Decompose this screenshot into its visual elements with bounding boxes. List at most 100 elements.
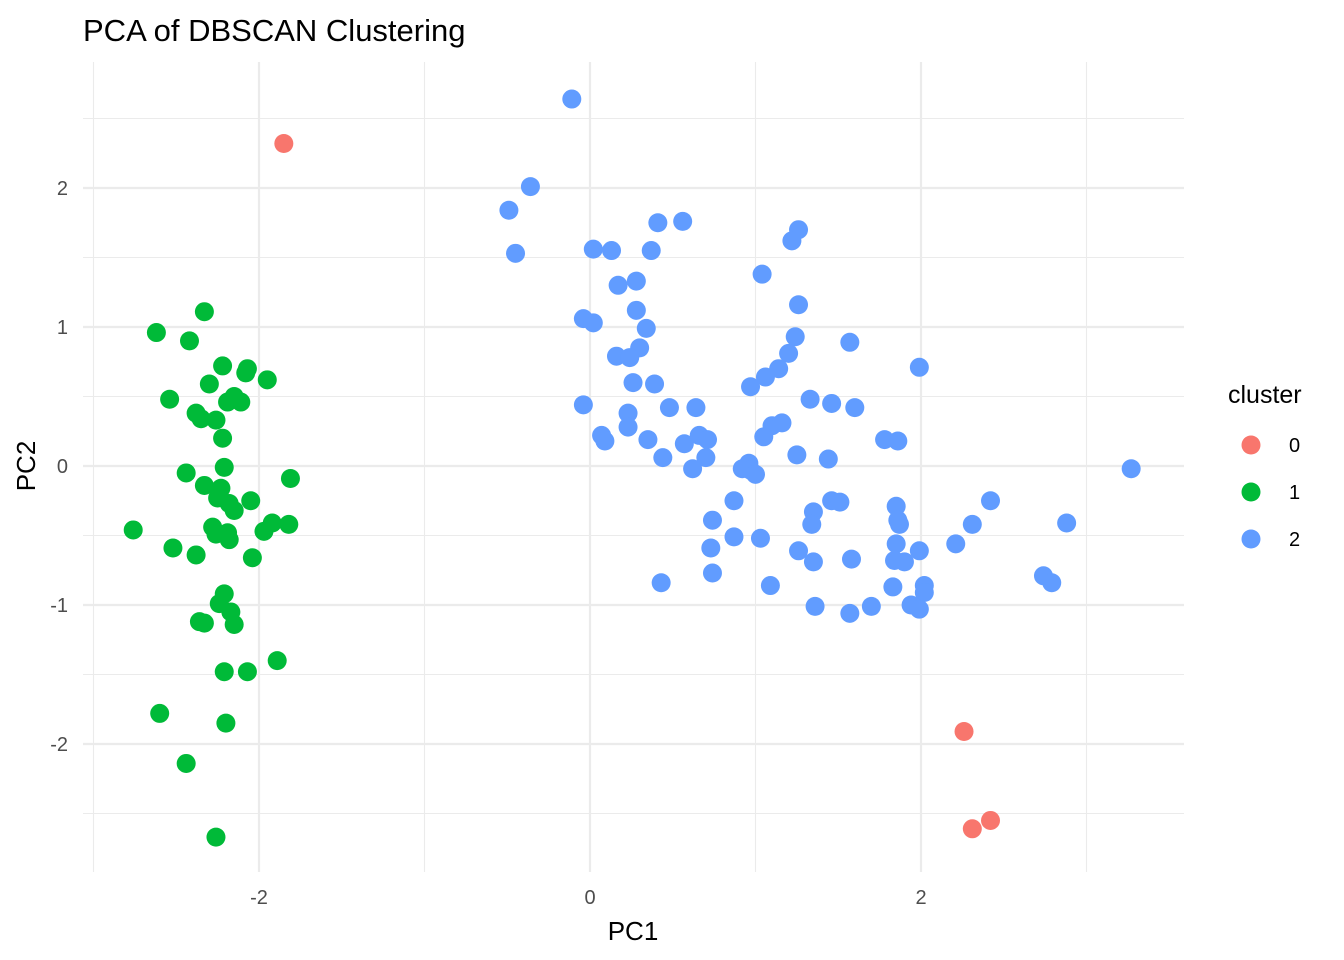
data-point: [981, 491, 1001, 511]
data-point: [909, 357, 929, 377]
data-point: [262, 513, 282, 533]
data-point: [506, 243, 526, 263]
legend-label: 0: [1289, 435, 1300, 457]
y-tick-label: 1: [57, 317, 68, 339]
data-point: [231, 392, 251, 412]
legend-key: [1241, 435, 1261, 455]
data-point: [274, 134, 294, 154]
data-point: [146, 323, 166, 343]
data-point: [789, 541, 809, 561]
data-point: [1042, 573, 1062, 593]
legend-title: cluster: [1228, 381, 1302, 409]
data-point: [894, 552, 914, 572]
data-point: [224, 500, 244, 520]
x-tick-label: 0: [584, 887, 595, 909]
data-point: [861, 596, 881, 616]
data-point: [618, 417, 638, 437]
x-tick-label: 2: [915, 887, 926, 909]
data-point: [954, 721, 974, 741]
data-point: [702, 510, 722, 530]
data-point: [219, 530, 239, 550]
data-point: [802, 514, 822, 534]
data-point: [499, 200, 519, 220]
data-point: [280, 469, 300, 489]
x-tick-labels: -2 0 2: [250, 887, 926, 909]
data-point: [583, 239, 603, 259]
data-point: [789, 295, 809, 315]
data-point: [830, 492, 850, 512]
data-point: [279, 514, 299, 534]
data-point: [779, 343, 799, 363]
data-point: [760, 576, 780, 596]
data-point: [562, 89, 582, 109]
data-point: [673, 211, 693, 231]
data-point: [216, 713, 236, 733]
data-point: [752, 264, 772, 284]
data-point: [191, 409, 211, 429]
data-point: [645, 374, 665, 394]
legend-label: 2: [1289, 529, 1300, 551]
data-point: [886, 496, 906, 516]
series-cluster-2: [499, 89, 1141, 623]
y-tick-label: 2: [57, 178, 68, 200]
data-point: [242, 548, 262, 568]
data-point: [163, 538, 183, 558]
legend-label: 1: [1289, 482, 1300, 504]
x-axis-title: PC1: [608, 916, 659, 946]
data-point: [520, 177, 540, 197]
data-point: [618, 403, 638, 423]
data-point: [638, 430, 658, 450]
data-point: [194, 475, 214, 495]
legend: cluster 0 1 2: [1228, 381, 1302, 551]
data-point: [888, 510, 908, 530]
data-point: [241, 491, 261, 511]
data-point: [179, 331, 199, 351]
data-point: [782, 231, 802, 251]
data-point: [724, 491, 744, 511]
data-point: [206, 410, 226, 430]
data-point: [213, 428, 233, 448]
data-point: [176, 463, 196, 483]
data-point: [803, 552, 823, 572]
data-point: [800, 389, 820, 409]
data-point: [267, 651, 287, 671]
data-point: [583, 313, 603, 333]
data-point: [224, 614, 244, 634]
data-point: [653, 448, 673, 468]
data-point: [214, 662, 234, 682]
data-point: [206, 827, 226, 847]
data-point: [840, 332, 860, 352]
data-points: [123, 89, 1141, 847]
data-point: [602, 241, 622, 261]
data-point: [674, 434, 694, 454]
data-point: [160, 389, 180, 409]
data-point: [822, 393, 842, 413]
series-cluster-1: [123, 302, 300, 847]
data-point: [186, 545, 206, 565]
data-point: [214, 457, 234, 477]
data-point: [194, 302, 214, 322]
data-point: [981, 810, 1001, 830]
data-point: [785, 327, 805, 347]
data-point: [623, 373, 643, 393]
y-tick-labels: -2 -1 0 1 2: [50, 178, 68, 756]
data-point: [648, 213, 668, 233]
data-point: [724, 527, 744, 547]
data-point: [608, 275, 628, 295]
data-point: [626, 271, 646, 291]
data-point: [218, 392, 238, 412]
data-point: [886, 534, 906, 554]
data-point: [946, 534, 966, 554]
data-point: [659, 398, 679, 418]
data-point: [696, 448, 716, 468]
chart-title: PCA of DBSCAN Clustering: [83, 13, 465, 48]
data-point: [883, 577, 903, 597]
data-point: [573, 395, 593, 415]
y-axis-title: PC2: [11, 441, 41, 492]
series-cluster-0: [274, 134, 1001, 839]
data-point: [176, 753, 196, 773]
data-point: [818, 449, 838, 469]
data-point: [888, 431, 908, 451]
data-point: [150, 703, 170, 723]
